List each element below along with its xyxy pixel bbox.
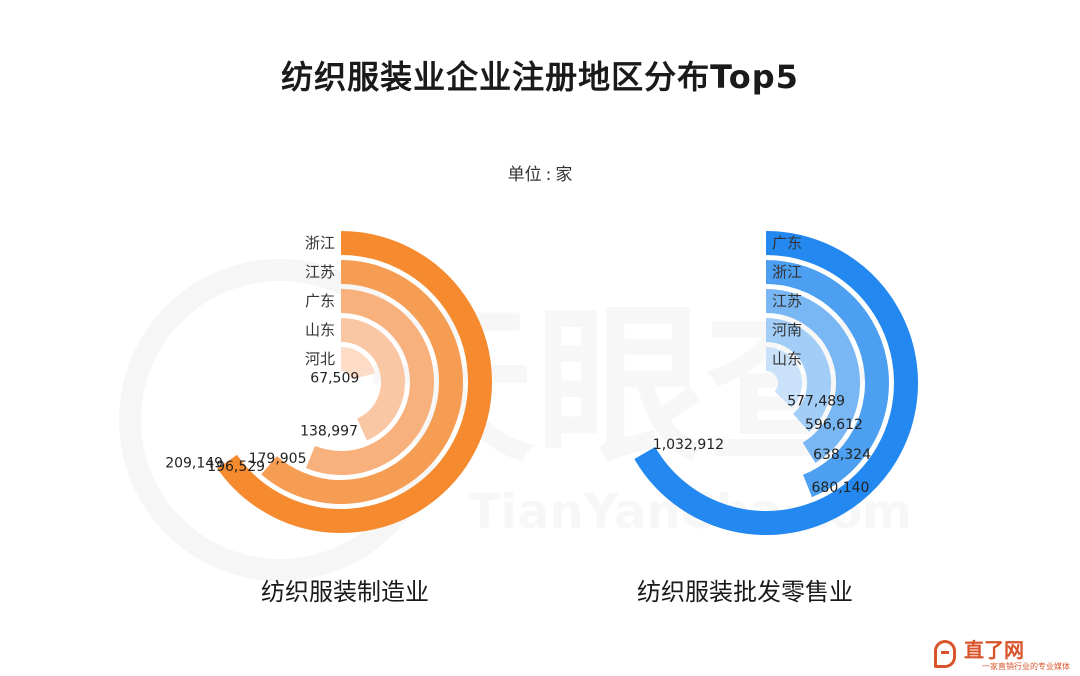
chart-title: 纺织服装业企业注册地区分布Top5 xyxy=(281,58,799,96)
value-label: 138,997 xyxy=(300,424,358,440)
value-label: 1,032,912 xyxy=(653,437,724,453)
value-label: 67,509 xyxy=(310,370,359,386)
value-label: 196,529 xyxy=(207,459,265,475)
category-label: 河北 xyxy=(305,350,335,368)
unit-label: 单位: 家 xyxy=(0,160,1080,185)
logo-name: 直了网 xyxy=(964,638,1024,662)
bar-广东 xyxy=(305,289,434,475)
bar-广东 xyxy=(634,231,918,535)
subtitle-wholesale-retail: 纺织服装批发零售业 xyxy=(637,578,853,606)
bar-山东 xyxy=(765,347,802,409)
category-label: 广东 xyxy=(305,292,335,310)
unit-separator: : xyxy=(545,165,552,185)
site-logo: 直了网 一家直销行业的专业媒体 xyxy=(934,638,1074,672)
bar-浙江 xyxy=(765,260,889,498)
unit-label-text: 单位 xyxy=(507,165,542,185)
value-label: 680,140 xyxy=(812,480,870,496)
watermark-logo-icon xyxy=(119,259,441,581)
value-label: 577,489 xyxy=(787,394,845,410)
value-label: 179,905 xyxy=(249,451,307,467)
subtitle-manufacturing: 纺织服装制造业 xyxy=(261,578,429,606)
category-label: 河南 xyxy=(772,321,802,339)
category-label: 广东 xyxy=(772,234,802,252)
category-label: 江苏 xyxy=(305,263,335,281)
unit-value: 家 xyxy=(555,165,573,185)
logo-tagline: 一家直销行业的专业媒体 xyxy=(982,662,1070,671)
bar-江苏 xyxy=(765,289,860,463)
category-label: 浙江 xyxy=(772,263,802,281)
bar-河北 xyxy=(340,347,375,381)
chart-wholesale-retail: 广东 1,032,912 浙江 680,140 江苏 638,324 河南 596,612 山东… xyxy=(634,231,918,535)
category-label: 浙江 xyxy=(305,234,335,252)
logo-icon xyxy=(934,640,956,668)
chart-manufacturing: 浙江 209,149 江苏 196,529 广东 179,905 山东 138,997 河北 67… xyxy=(165,231,492,533)
value-label: 638,324 xyxy=(813,447,871,463)
category-label: 山东 xyxy=(772,350,802,368)
value-label: 209,149 xyxy=(165,456,223,472)
category-label: 江苏 xyxy=(772,292,802,310)
bar-山东 xyxy=(340,318,405,441)
value-label: 596,612 xyxy=(805,417,863,433)
category-label: 山东 xyxy=(305,321,335,339)
bar-浙江 xyxy=(217,231,492,533)
bar-江苏 xyxy=(261,260,463,504)
bar-河南 xyxy=(765,318,831,432)
